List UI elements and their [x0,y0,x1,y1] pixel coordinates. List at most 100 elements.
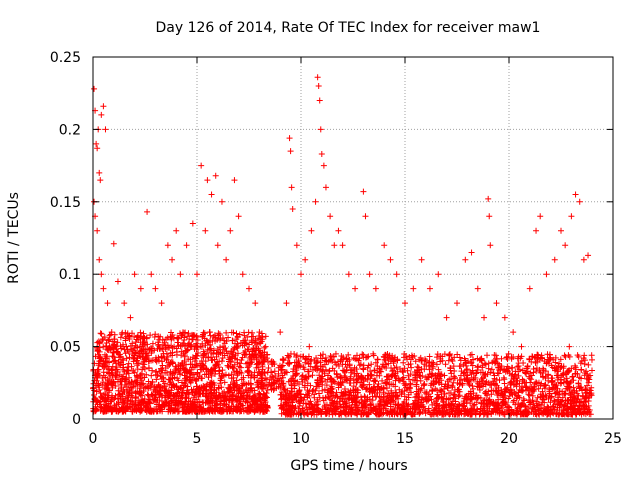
data-point [566,343,573,350]
noise-point [257,336,264,343]
data-point [485,195,492,202]
noise-point [585,361,592,368]
noise-point [194,370,201,377]
data-point [173,227,180,234]
data-point [435,271,442,278]
noise-point [159,392,166,399]
noise-point [216,358,223,365]
noise-point [237,364,244,371]
noise-point [426,353,433,360]
noise-point [209,337,216,344]
noise-point [442,361,449,368]
noise-point [93,388,100,395]
noise-point [571,362,578,369]
data-point [320,162,327,169]
noise-point [126,354,133,361]
noise-point [301,394,308,401]
noise-point [319,387,326,394]
noise-point [128,363,135,370]
data-point [331,242,338,249]
noise-point [139,361,146,368]
noise-point [456,354,463,361]
data-point [372,285,379,292]
noise-point [399,369,406,376]
noise-point [200,362,207,369]
chart-title: Day 126 of 2014, Rate Of TEC Index for r… [156,20,541,36]
noise-point [238,370,245,377]
data-point [204,177,211,184]
noise-point [252,407,259,414]
data-point [298,271,304,278]
noise-point [110,349,117,356]
data-point [177,271,184,278]
noise-point [221,388,228,395]
data-point [441,372,448,379]
noise-point [256,408,263,415]
data-point [339,242,346,249]
noise-point [165,344,172,351]
noise-point [454,351,461,358]
noise-point [374,356,381,363]
noise-point [143,334,150,341]
noise-point [169,331,176,338]
noise-point [195,393,202,400]
noise-point [508,364,515,371]
noise-point [101,351,108,358]
noise-point [249,329,256,336]
noise-point [210,365,217,372]
noise-point [238,376,245,383]
data-point [169,256,176,263]
noise-point [97,390,104,397]
noise-point [477,356,484,363]
noise-point [204,346,211,353]
data-point [493,300,500,307]
noise-point [226,396,233,403]
noise-point [178,332,185,339]
data-point [518,343,525,350]
noise-point [208,357,215,364]
data-point [97,177,104,184]
data-point [235,213,242,220]
x-tick-label: 25 [604,431,622,447]
noise-point [244,333,251,340]
data-point [96,256,103,263]
data-point [288,184,295,191]
noise-point [156,394,163,401]
x-tick-label: 15 [396,431,414,447]
data-point [293,242,300,249]
noise-point [315,390,322,397]
data-point [223,256,230,263]
noise-point [107,371,114,378]
noise-point [236,385,243,392]
noise-point [189,400,196,407]
noise-point [247,353,254,360]
noise-point [143,371,150,378]
data-point [289,206,296,213]
noise-point [153,399,160,406]
data-point [418,256,425,263]
noise-point [406,376,413,383]
data-point [96,387,103,394]
noise-point [145,392,152,399]
noise-point [217,375,224,382]
noise-point [359,351,366,358]
noise-point [118,331,125,338]
noise-point [130,367,137,374]
noise-point [119,341,126,348]
data-point [562,242,569,249]
data-point [526,285,533,292]
noise-point [230,379,237,386]
data-point [362,213,369,220]
noise-point [95,351,102,358]
noise-point [151,333,158,340]
noise-point [225,334,232,341]
noise-point [186,341,193,348]
data-point [148,271,155,278]
data-point [576,198,583,205]
noise-point [230,346,237,353]
noise-point [196,360,203,367]
noise-point [213,353,220,360]
y-tick-label: 0.05 [50,340,81,356]
noise-point [246,341,253,348]
data-point [144,208,151,215]
